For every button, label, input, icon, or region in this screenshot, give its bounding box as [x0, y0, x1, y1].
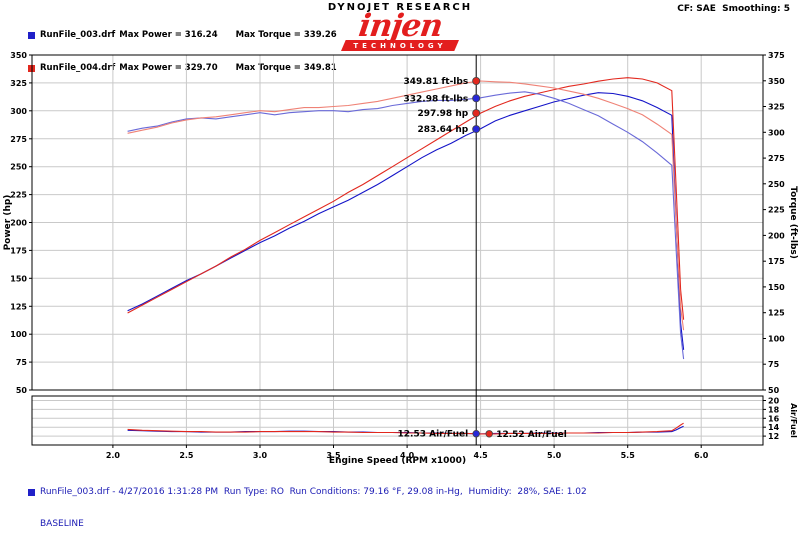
- svg-text:5.0: 5.0: [547, 451, 562, 460]
- brand-header: DYNOJET RESEARCH injen TECHNOLOGY: [270, 2, 530, 51]
- svg-text:50: 50: [16, 386, 28, 395]
- svg-text:75: 75: [768, 360, 780, 369]
- svg-text:350: 350: [768, 77, 785, 86]
- cursor-value-dot: [472, 76, 481, 85]
- af-plot-border: [31, 395, 764, 446]
- run1-max-power: Max Power = 316.24: [119, 30, 218, 40]
- injen-technology-banner: TECHNOLOGY: [341, 40, 459, 51]
- correction-factor-label: CF: SAE Smoothing: 5: [677, 4, 790, 14]
- runfile003-torque-curve: [127, 91, 685, 360]
- svg-text:18: 18: [768, 405, 780, 414]
- svg-text:250: 250: [768, 180, 785, 189]
- svg-text:3.0: 3.0: [253, 451, 268, 460]
- runfile003-power-curve: [127, 92, 685, 350]
- power-axis-title: Power (hp): [3, 195, 13, 251]
- svg-text:4.5: 4.5: [474, 451, 489, 460]
- svg-text:325: 325: [768, 103, 785, 112]
- svg-text:300: 300: [10, 107, 27, 116]
- svg-text:12: 12: [768, 432, 779, 441]
- af-axis-title: Air/Fuel: [789, 403, 798, 438]
- legend-row-run1: RunFile_003.drf Max Power = 316.24 Max T…: [28, 30, 337, 41]
- torque-axis-title: Torque (ft-lbs): [788, 186, 798, 259]
- svg-text:225: 225: [10, 191, 27, 200]
- svg-text:100: 100: [768, 335, 785, 344]
- cursor-value-label: 283.64 hp: [417, 125, 468, 135]
- dyno-graph-svg: 50 75 100 125 150 175 200 225 250 275 300 325 350 50 7…: [3, 51, 798, 466]
- svg-text:275: 275: [768, 154, 785, 163]
- svg-text:14: 14: [768, 423, 780, 432]
- svg-text:3.5: 3.5: [326, 451, 341, 460]
- cursor-value-label: 332.98 ft-lbs: [403, 94, 468, 104]
- af-cursor-dot: [472, 430, 480, 438]
- run1-info-line: RunFile_003.drf - 4/27/2016 1:31:28 PM R…: [40, 487, 587, 497]
- run1-max-torque: Max Torque = 339.26: [235, 30, 337, 40]
- svg-text:300: 300: [768, 128, 785, 137]
- run2-file-label: RunFile_004.drf: [40, 63, 116, 73]
- cursor-value-label: 297.98 hp: [417, 109, 468, 119]
- af-cursor-label: 12.53 Air/Fuel: [398, 430, 469, 440]
- svg-text:175: 175: [10, 246, 27, 255]
- runfile004-af-curve: [127, 422, 684, 435]
- svg-text:175: 175: [768, 257, 785, 266]
- svg-text:75: 75: [16, 358, 28, 367]
- run2-max-torque: Max Torque = 349.81: [235, 63, 337, 73]
- af-cursor-label: 12.52 Air/Fuel: [496, 430, 567, 440]
- run1-footer-swatch: [28, 488, 35, 496]
- svg-text:150: 150: [10, 274, 27, 283]
- run-details-footer: RunFile_003.drf - 4/27/2016 1:31:28 PM R…: [28, 466, 587, 534]
- svg-text:4.0: 4.0: [400, 451, 415, 460]
- svg-text:350: 350: [10, 51, 27, 60]
- svg-text:125: 125: [768, 309, 785, 318]
- svg-text:100: 100: [10, 330, 27, 339]
- svg-text:275: 275: [10, 135, 27, 144]
- svg-text:250: 250: [10, 163, 27, 172]
- dynojet-research-title: DYNOJET RESEARCH: [327, 2, 473, 13]
- run2-max-power: Max Power = 329.70: [119, 63, 218, 73]
- af-cursor-dot: [485, 430, 493, 438]
- svg-text:375: 375: [768, 51, 785, 60]
- cursor-value-label: 349.81 ft-lbs: [403, 77, 468, 87]
- svg-text:6.0: 6.0: [694, 451, 709, 460]
- cursor-value-dot: [472, 109, 481, 118]
- dyno-graph: 50 75 100 125 150 175 200 225 250 275 300 325 350 50 7…: [0, 46, 800, 466]
- runfile004-torque-curve: [127, 80, 685, 331]
- injen-logo: injen: [356, 8, 444, 44]
- run1-name: BASELINE: [40, 518, 84, 529]
- cursor-value-dot: [472, 94, 481, 103]
- run1-color-swatch: [28, 32, 35, 39]
- svg-text:2.5: 2.5: [179, 451, 194, 460]
- svg-text:150: 150: [768, 283, 785, 292]
- svg-text:200: 200: [768, 231, 785, 240]
- svg-text:225: 225: [768, 206, 785, 215]
- svg-text:325: 325: [10, 79, 27, 88]
- run1-file-label: RunFile_003.drf: [40, 30, 116, 40]
- svg-text:50: 50: [768, 386, 780, 395]
- svg-text:2.0: 2.0: [106, 451, 121, 460]
- svg-text:125: 125: [10, 302, 27, 311]
- x-axis-title: Engine Speed (RPM x1000): [329, 456, 466, 466]
- runs-legend: RunFile_003.drf Max Power = 316.24 Max T…: [28, 8, 337, 96]
- svg-text:5.5: 5.5: [621, 451, 636, 460]
- cursor-value-dot: [472, 125, 481, 134]
- svg-text:20: 20: [768, 397, 780, 406]
- svg-text:200: 200: [10, 219, 27, 228]
- runfile004-power-curve: [127, 77, 685, 320]
- svg-text:16: 16: [768, 414, 780, 423]
- legend-row-run2: RunFile_004.drf Max Power = 329.70 Max T…: [28, 63, 337, 74]
